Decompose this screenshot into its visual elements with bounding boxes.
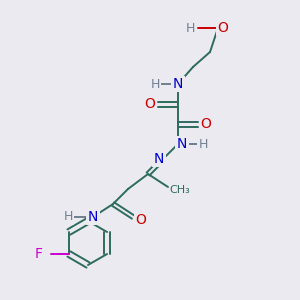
- Text: N: N: [88, 210, 98, 224]
- Text: N: N: [154, 152, 164, 166]
- Text: H: H: [198, 137, 208, 151]
- Text: N: N: [177, 137, 187, 151]
- Text: O: O: [136, 213, 146, 227]
- Text: O: O: [145, 97, 155, 111]
- Text: F: F: [35, 247, 43, 261]
- Text: H: H: [185, 22, 195, 34]
- Text: N: N: [173, 77, 183, 91]
- Text: O: O: [201, 117, 212, 131]
- Text: H: H: [63, 211, 73, 224]
- Text: O: O: [218, 21, 228, 35]
- Text: CH₃: CH₃: [169, 185, 190, 195]
- Text: H: H: [150, 77, 160, 91]
